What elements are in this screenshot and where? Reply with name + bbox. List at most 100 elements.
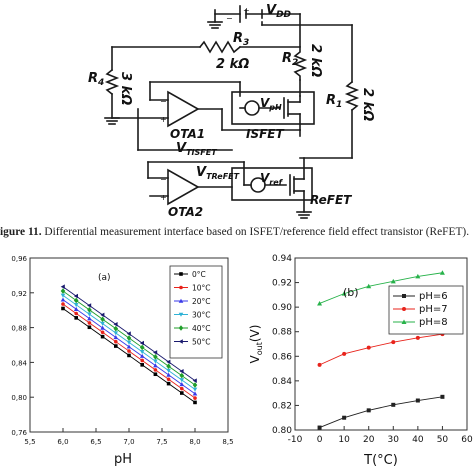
data-point [391,402,396,407]
y-tick-label: 0.86 [272,352,292,362]
chart-b-series [317,270,445,430]
data-point [193,400,197,405]
data-point [139,344,145,351]
x-tick-label: 8,5 [222,438,233,446]
x-tick-label: 50 [437,435,449,445]
data-point [342,415,347,420]
chart-b-panel-label: (b) [343,286,359,299]
data-point [73,293,78,299]
y-tick-label: 0.90 [272,303,292,313]
x-tick-label: 0 [317,435,323,445]
chart-a-panel-label: (a) [98,273,111,283]
legend-label: 0°C [192,270,206,279]
legend-marker [179,272,183,276]
data-point [139,353,145,358]
data-point [166,368,171,373]
data-point [391,340,396,345]
chart-b-xlabel: T(°C) [363,453,398,468]
r2-value: 2 kΩ [308,44,323,77]
y-tick-label: 0,92 [11,290,27,298]
svg-text:+: + [160,115,167,124]
data-point [415,398,420,403]
data-point [61,302,65,306]
chart-a-legend: 0°C 10°C 20°C 30°C 40°C 50°C [169,265,223,359]
data-point [60,284,65,290]
r1-value: 2 kΩ [360,88,375,121]
legend-label: 20°C [192,297,211,306]
data-point [179,382,185,387]
data-point [73,297,79,304]
data-point [126,331,131,336]
data-point [440,394,445,399]
svg-text:−: − [160,175,167,184]
data-point [139,340,144,346]
legend-label: 30°C [192,311,211,320]
data-point [180,386,184,391]
x-tick-label: 5,5 [24,438,35,446]
y-tick-label: 0.80 [272,426,292,436]
legend-marker [402,307,406,311]
isfet-label: ISFET [246,127,285,141]
r4-label: R4 [88,71,104,88]
r4-value: 3 kΩ [118,72,133,105]
data-point [366,408,371,413]
x-tick-label: 30 [388,435,400,445]
legend-marker [178,312,184,317]
data-point [317,300,323,306]
data-point [87,325,92,330]
x-tick-label: 6,5 [90,438,101,446]
data-point [192,387,198,392]
legend-label: 40°C [192,324,211,333]
svg-text:+: + [160,193,167,202]
legend-label: 10°C [192,284,211,293]
data-point [100,330,105,335]
data-point [317,425,322,430]
y-tick-label: 0.92 [272,279,292,289]
data-point [73,306,79,311]
data-point [166,372,171,377]
data-point [127,353,131,358]
data-point [180,391,184,395]
x-tick-label: 6,0 [57,438,68,446]
data-point [153,354,158,360]
data-point [126,344,132,349]
legend-marker [178,325,184,331]
data-point [60,293,66,298]
data-point [74,316,78,320]
data-point [153,359,158,364]
legend-label: pH=8 [419,317,448,328]
chart-a: 5,5 6,0 6,5 7,0 7,5 8,0 8,5 0,76 0,80 0,84 0,88 0,9… [11,255,233,467]
data-point [153,350,158,355]
figure-caption: igure 11. Differential measurement inter… [0,226,474,250]
legend-label: pH=6 [419,291,448,302]
ota1-label: OTA1 [170,127,205,141]
data-point [153,372,158,377]
data-point [341,291,347,296]
legend-marker [178,298,184,303]
x-tick-label: 20 [363,435,375,445]
data-point [100,321,105,326]
vtisfet-label: VTISFET [176,141,217,157]
x-tick-label: -10 [288,435,303,445]
legend-marker [178,339,183,344]
data-point [179,372,185,379]
data-point [193,396,197,400]
data-point [140,363,144,367]
chart-b-legend: pH=6 pH=7 pH=8 [388,285,464,335]
y-tick-label: 0,76 [11,429,27,437]
data-point [179,378,185,383]
x-tick-label: 8,0 [189,438,200,446]
x-tick-label: 40 [412,435,424,445]
data-point [100,325,105,330]
y-tick-label: 0,88 [11,325,27,333]
y-tick-label: 0.88 [272,328,292,338]
vph-label: VpH [260,96,282,112]
data-point [140,358,144,363]
data-point [113,335,119,340]
svg-text:+: + [243,6,250,15]
data-point [192,391,198,396]
chart-b-axes: -10 0 10 20 30 40 50 60 0.80 0.82 0.84 0.86 0.88 0.90… [272,254,473,445]
data-point [73,303,79,308]
data-point [126,340,132,345]
x-tick-label: 60 [461,435,473,445]
